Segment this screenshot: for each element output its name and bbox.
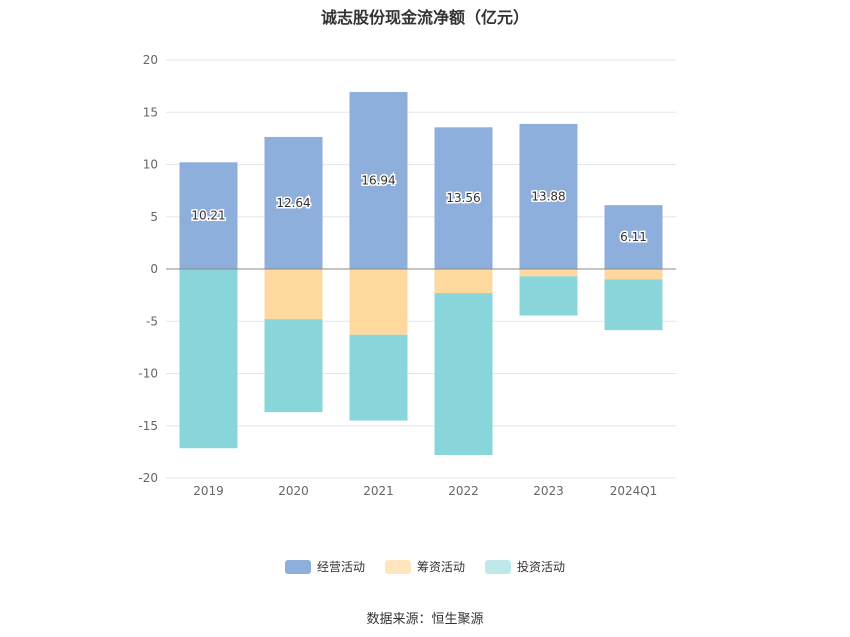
y-tick-label: -20 bbox=[138, 471, 158, 485]
legend-item-operating[interactable]: 经营活动 bbox=[285, 558, 365, 575]
x-tick-label: 2021 bbox=[363, 484, 394, 498]
data-labels: 10.21 12.64 16.94 13.56 13.88 6.11 bbox=[191, 173, 647, 244]
legend-item-investing[interactable]: 投资活动 bbox=[485, 558, 565, 575]
y-tick-label: 15 bbox=[143, 105, 158, 119]
legend-item-financing[interactable]: 筹资活动 bbox=[385, 558, 465, 575]
data-label: 12.64 bbox=[276, 196, 310, 210]
legend-label-financing: 筹资活动 bbox=[417, 558, 465, 575]
y-tick-label: -5 bbox=[146, 314, 158, 328]
data-label: 16.94 bbox=[361, 173, 395, 187]
data-label: 13.56 bbox=[446, 191, 480, 205]
bar-1-2023 bbox=[520, 269, 578, 276]
y-tick-label: -10 bbox=[138, 367, 158, 381]
y-axis-ticks: 20 15 10 5 0 -5 -10 -15 -20 bbox=[138, 53, 158, 485]
y-tick-label: 0 bbox=[150, 262, 158, 276]
bar-1-2024Q1 bbox=[605, 269, 663, 279]
legend-label-investing: 投资活动 bbox=[517, 558, 565, 575]
legend: 经营活动 筹资活动 投资活动 bbox=[0, 558, 850, 575]
x-tick-label: 2023 bbox=[533, 484, 564, 498]
y-tick-label: -15 bbox=[138, 419, 158, 433]
x-tick-label: 2020 bbox=[278, 484, 309, 498]
source-note: 数据来源：恒生聚源 bbox=[0, 608, 850, 627]
bar-2-2021 bbox=[350, 335, 408, 421]
data-label: 13.88 bbox=[531, 189, 565, 203]
data-label: 6.11 bbox=[620, 230, 647, 244]
y-tick-label: 20 bbox=[143, 53, 158, 67]
bars bbox=[180, 92, 663, 455]
bar-2-2019 bbox=[180, 270, 238, 449]
y-tick-label: 5 bbox=[150, 210, 158, 224]
data-label: 10.21 bbox=[191, 209, 225, 223]
bar-2-2020 bbox=[265, 319, 323, 412]
x-tick-label: 2019 bbox=[193, 484, 224, 498]
legend-label-operating: 经营活动 bbox=[317, 558, 365, 575]
legend-swatch-financing bbox=[385, 560, 411, 574]
legend-swatch-investing bbox=[485, 560, 511, 574]
x-tick-label: 2024Q1 bbox=[610, 484, 658, 498]
bar-2-2023 bbox=[520, 276, 578, 315]
bar-1-2022 bbox=[435, 269, 493, 293]
bar-2-2022 bbox=[435, 293, 493, 455]
bar-1-2021 bbox=[350, 269, 408, 335]
bar-1-2020 bbox=[265, 269, 323, 319]
y-tick-label: 10 bbox=[143, 158, 158, 172]
legend-swatch-operating bbox=[285, 560, 311, 574]
x-tick-label: 2022 bbox=[448, 484, 479, 498]
x-axis-ticks: 2019 2020 2021 2022 2023 2024Q1 bbox=[193, 484, 657, 498]
bar-2-2024Q1 bbox=[605, 279, 663, 330]
